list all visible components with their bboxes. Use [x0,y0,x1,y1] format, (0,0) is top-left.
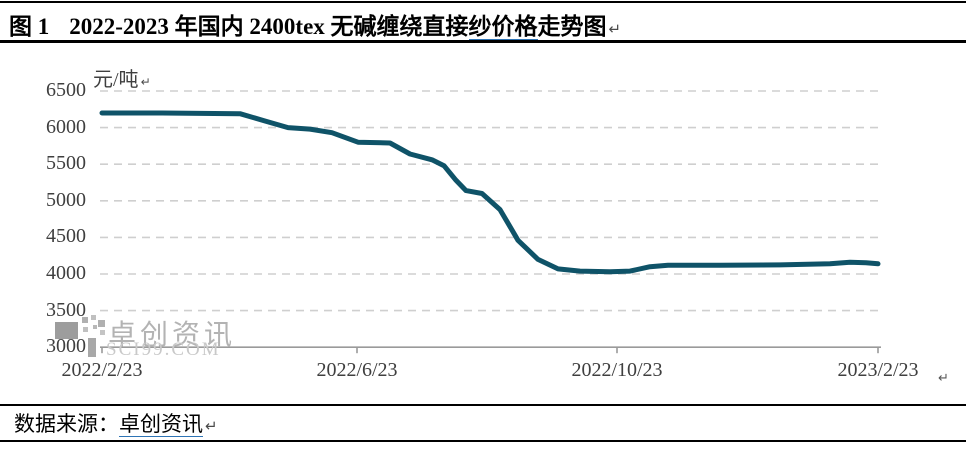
figure-title-underlined-text: 纱价格 [468,14,538,41]
y-tick-label: 3500 [46,298,86,321]
y-tick-label: 3000 [46,335,86,358]
unit-text: 元/吨 [93,69,139,91]
x-tick-label: 2022/10/23 [571,359,663,381]
title-divider-rule [0,40,966,43]
y-tick-label: 4000 [46,262,86,285]
watermark-brand-text: 卓创资讯 [108,320,237,351]
paragraph-mark-icon: ↵ [140,75,151,89]
paragraph-mark-icon: ↵ [608,20,622,38]
top-border-rule [0,1,966,3]
y-tick-label: 4500 [46,225,86,248]
figure-title: 图 1 2022-2023 年国内 2400tex 无碱缠绕直接纱价格走势图 ↵ [9,7,621,41]
paragraph-mark-icon: ↵ [205,417,218,435]
data-source-link[interactable]: 卓创资讯 [119,412,203,437]
gridlines-group [100,90,881,349]
x-tick-label: 2022/2/23 [61,359,143,381]
data-source-line: 数据来源：卓创资讯 ↵ [14,408,218,438]
source-bottom-rule [0,440,966,442]
y-tick-label: 6500 [46,79,86,102]
watermark-logo-icon [55,315,105,357]
x-tick-label: 2022/6/23 [316,359,398,381]
data-source-label: 数据来源： [14,412,119,436]
watermark-domain-text: SCI99.COM [106,339,221,360]
y-tick-label: 5000 [46,188,86,211]
price-line-series [99,110,881,275]
y-tick-label: 6000 [46,115,86,138]
y-axis-unit-label: 元/吨 ↵ [93,63,151,92]
paragraph-mark-icon: ↵ [938,371,949,386]
y-tick-label: 5500 [46,152,86,175]
figure-title-text-post: 走势图 [537,14,607,39]
x-tick-label: 2023/2/23 [837,359,919,381]
figure-number: 图 1 [9,14,50,39]
source-top-rule [0,404,966,406]
axis-ticks-group [101,347,879,354]
figure-title-text-pre: 2022-2023 年国内 2400tex 无碱缠绕直接 [69,14,469,39]
